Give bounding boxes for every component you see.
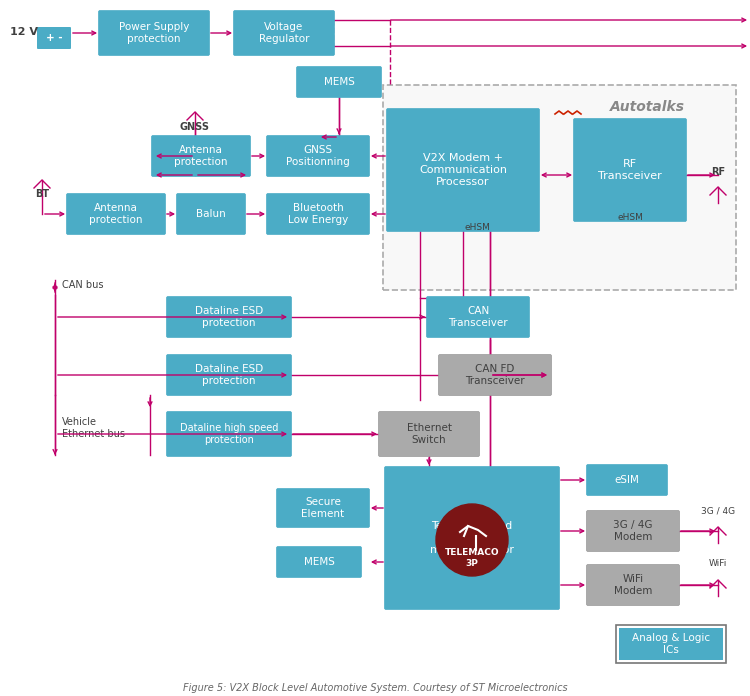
Text: RF
Transceiver: RF Transceiver <box>598 159 662 181</box>
FancyBboxPatch shape <box>176 193 245 235</box>
FancyBboxPatch shape <box>166 354 292 395</box>
Text: TELEMACO
3P: TELEMACO 3P <box>445 548 500 568</box>
Text: WiFi
Modem: WiFi Modem <box>614 574 652 596</box>
Text: Voltage
Regulator: Voltage Regulator <box>259 22 309 44</box>
FancyBboxPatch shape <box>166 296 292 338</box>
Text: GNSS
Positionning: GNSS Positionning <box>286 145 350 167</box>
Text: RF: RF <box>711 167 725 177</box>
Text: Power Supply
protection: Power Supply protection <box>118 22 189 44</box>
Text: eHSM: eHSM <box>617 214 643 223</box>
FancyBboxPatch shape <box>152 136 250 177</box>
FancyBboxPatch shape <box>586 464 668 496</box>
Text: MEMS: MEMS <box>323 77 355 87</box>
Text: CAN
Transceiver: CAN Transceiver <box>448 306 508 328</box>
Text: Telematics and
connectivity
microprocessor: Telematics and connectivity microprocess… <box>430 521 514 555</box>
Text: V2X Modem +
Communication
Processor: V2X Modem + Communication Processor <box>419 153 507 187</box>
Text: MEMS: MEMS <box>304 557 334 567</box>
Text: eHSM: eHSM <box>464 223 490 232</box>
Text: BT: BT <box>35 189 49 199</box>
Text: eSIM: eSIM <box>614 475 640 485</box>
FancyBboxPatch shape <box>439 354 551 395</box>
FancyBboxPatch shape <box>379 411 479 457</box>
Circle shape <box>436 504 508 576</box>
FancyBboxPatch shape <box>383 85 736 290</box>
Text: WiFi: WiFi <box>709 560 728 569</box>
FancyBboxPatch shape <box>266 193 370 235</box>
FancyBboxPatch shape <box>277 546 362 578</box>
Text: Figure 5: V2X Block Level Automotive System. Courtesy of ST Microelectronics: Figure 5: V2X Block Level Automotive Sys… <box>183 683 567 693</box>
Text: GNSS: GNSS <box>180 122 210 132</box>
Text: Analog & Logic
ICs: Analog & Logic ICs <box>632 633 710 655</box>
FancyBboxPatch shape <box>385 466 560 610</box>
Text: Dataline high speed
protection: Dataline high speed protection <box>180 423 278 445</box>
FancyBboxPatch shape <box>37 27 71 49</box>
Text: Ethernet
Switch: Ethernet Switch <box>406 423 451 445</box>
FancyBboxPatch shape <box>386 109 539 232</box>
Text: Dataline ESD
protection: Dataline ESD protection <box>195 306 263 328</box>
FancyBboxPatch shape <box>67 193 166 235</box>
FancyBboxPatch shape <box>586 510 680 551</box>
Text: Dataline ESD
protection: Dataline ESD protection <box>195 364 263 386</box>
Text: Vehicle
Ethernet bus: Vehicle Ethernet bus <box>62 417 125 438</box>
Text: Balun: Balun <box>196 209 226 219</box>
FancyBboxPatch shape <box>574 118 686 221</box>
Text: Bluetooth
Low Energy: Bluetooth Low Energy <box>288 203 348 225</box>
Text: + -: + - <box>46 33 62 43</box>
FancyBboxPatch shape <box>166 411 292 457</box>
FancyBboxPatch shape <box>266 136 370 177</box>
Text: 12 V: 12 V <box>10 27 38 37</box>
FancyBboxPatch shape <box>98 10 209 56</box>
FancyBboxPatch shape <box>296 67 382 97</box>
Text: Secure
Element: Secure Element <box>302 497 344 519</box>
Text: Antenna
protection: Antenna protection <box>89 203 142 225</box>
Text: CAN bus: CAN bus <box>62 280 104 290</box>
FancyBboxPatch shape <box>619 628 723 660</box>
Text: 3G / 4G
Modem: 3G / 4G Modem <box>614 520 652 541</box>
Text: CAN FD
Transceiver: CAN FD Transceiver <box>465 364 525 386</box>
Text: Autotalks: Autotalks <box>610 100 685 114</box>
FancyBboxPatch shape <box>427 296 530 338</box>
FancyBboxPatch shape <box>233 10 334 56</box>
Text: Antenna
protection: Antenna protection <box>174 145 228 167</box>
FancyBboxPatch shape <box>586 564 680 606</box>
Text: 3G / 4G: 3G / 4G <box>701 507 735 516</box>
FancyBboxPatch shape <box>277 489 370 528</box>
